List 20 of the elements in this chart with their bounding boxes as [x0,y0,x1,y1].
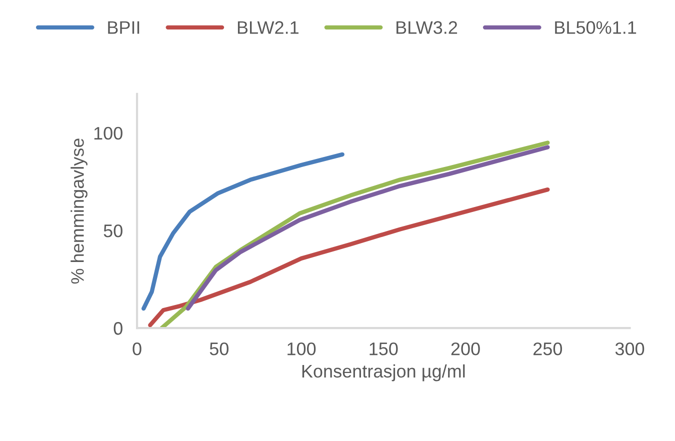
y-axis-title: % hemmingavlyse [70,138,88,284]
line-series [160,140,550,328]
line-series [148,187,550,328]
x-tick-label: 150 [370,342,398,356]
line-series [142,152,344,311]
y-tick-label: 100 [94,126,122,140]
line-series [186,145,550,311]
x-tick-label: 300 [615,342,644,356]
x-tick-label: 50 [210,342,228,356]
legend-label: BL50%1.1 [555,21,636,34]
y-tick-label: 0 [114,322,122,335]
x-tick-label: 200 [451,342,480,356]
legend-label: BPII [108,21,140,34]
legend-label: BLW3.2 [396,21,458,34]
x-tick-label: 100 [288,342,316,356]
x-tick-label: 250 [534,342,562,356]
y-tick-label: 50 [104,224,122,238]
x-tick-label: 0 [132,342,142,356]
x-axis-title: Konsentrasjon µg/ml [302,364,465,382]
legend-label: BLW2.1 [238,21,298,34]
